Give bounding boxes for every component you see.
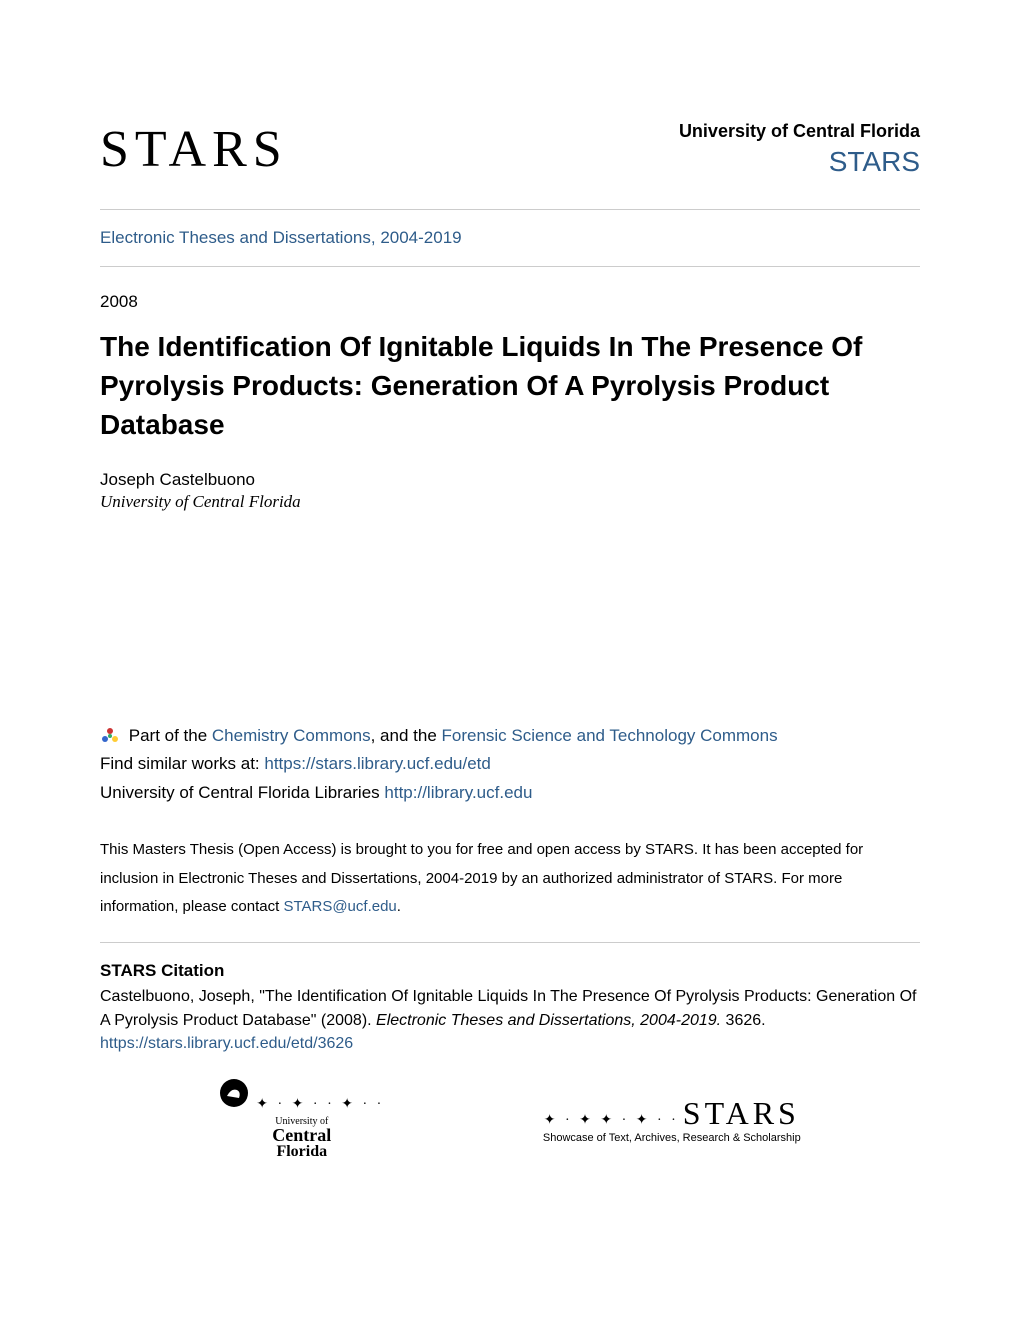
header-right: University of Central Florida STARS: [679, 121, 920, 178]
author-affiliation: University of Central Florida: [100, 492, 920, 512]
chemistry-commons-link[interactable]: Chemistry Commons: [212, 726, 371, 745]
publication-year: 2008: [100, 292, 920, 312]
libraries-link[interactable]: http://library.ucf.edu: [384, 783, 532, 802]
ucf-logo: ✦ · ✦ · · ✦ · · University of Central Fl…: [219, 1078, 384, 1161]
similar-prefix: Find similar works at:: [100, 754, 264, 773]
stars-footer-block: ✦ · ✦ ✦ · ✦ · · STARS Showcase of Text, …: [543, 1095, 801, 1144]
pegasus-icon: [219, 1084, 256, 1115]
divider: [100, 942, 920, 943]
commons-section: Part of the Chemistry Commons, and the F…: [100, 722, 920, 809]
network-icon: [100, 726, 120, 746]
collection-link[interactable]: Electronic Theses and Dissertations, 200…: [100, 210, 920, 266]
similar-works-link[interactable]: https://stars.library.ucf.edu/etd: [264, 754, 490, 773]
footer-logos: ✦ · ✦ · · ✦ · · University of Central Fl…: [100, 1078, 920, 1161]
access-text-after: .: [397, 898, 401, 915]
ucf-logo-row: ✦ · ✦ · · ✦ · ·: [219, 1078, 384, 1116]
contact-email-link[interactable]: STARS@ucf.edu: [283, 898, 396, 915]
similar-works-line: Find similar works at: https://stars.lib…: [100, 750, 920, 779]
citation-heading: STARS Citation: [100, 961, 920, 981]
access-text-before: This Masters Thesis (Open Access) is bro…: [100, 841, 863, 915]
ucf-florida: Florida: [219, 1143, 384, 1161]
stars-footer-row: ✦ · ✦ ✦ · ✦ · · STARS: [543, 1095, 801, 1132]
stars-footer-logo: STARS: [683, 1095, 800, 1131]
commons-prefix: Part of the: [129, 726, 212, 745]
commons-middle: , and the: [371, 726, 442, 745]
libraries-line: University of Central Florida Libraries …: [100, 779, 920, 808]
citation-url-link[interactable]: https://stars.library.ucf.edu/etd/3626: [100, 1035, 920, 1053]
forensic-commons-link[interactable]: Forensic Science and Technology Commons: [442, 726, 778, 745]
document-title: The Identification Of Ignitable Liquids …: [100, 327, 920, 445]
stars-tagline: Showcase of Text, Archives, Research & S…: [543, 1132, 801, 1144]
header-row: STARS University of Central Florida STAR…: [100, 120, 920, 179]
citation-italic: Electronic Theses and Dissertations, 200…: [376, 1012, 721, 1029]
citation-text: Castelbuono, Joseph, "The Identification…: [100, 985, 920, 1033]
divider: [100, 266, 920, 267]
university-name: University of Central Florida: [679, 121, 920, 142]
author-name: Joseph Castelbuono: [100, 470, 920, 490]
stars-logo: STARS: [100, 120, 288, 179]
ucf-central: Central: [219, 1127, 384, 1143]
stars-repository-link[interactable]: STARS: [679, 146, 920, 178]
access-note: This Masters Thesis (Open Access) is bro…: [100, 836, 920, 922]
sparkles-right: ✦ · ✦ ✦ · ✦ · ·: [544, 1113, 679, 1128]
libraries-prefix: University of Central Florida Libraries: [100, 783, 384, 802]
sparkles-left: ✦ · ✦ · · ✦ · ·: [256, 1097, 384, 1112]
citation-part2: 3626.: [721, 1012, 765, 1029]
commons-line: Part of the Chemistry Commons, and the F…: [100, 722, 920, 751]
